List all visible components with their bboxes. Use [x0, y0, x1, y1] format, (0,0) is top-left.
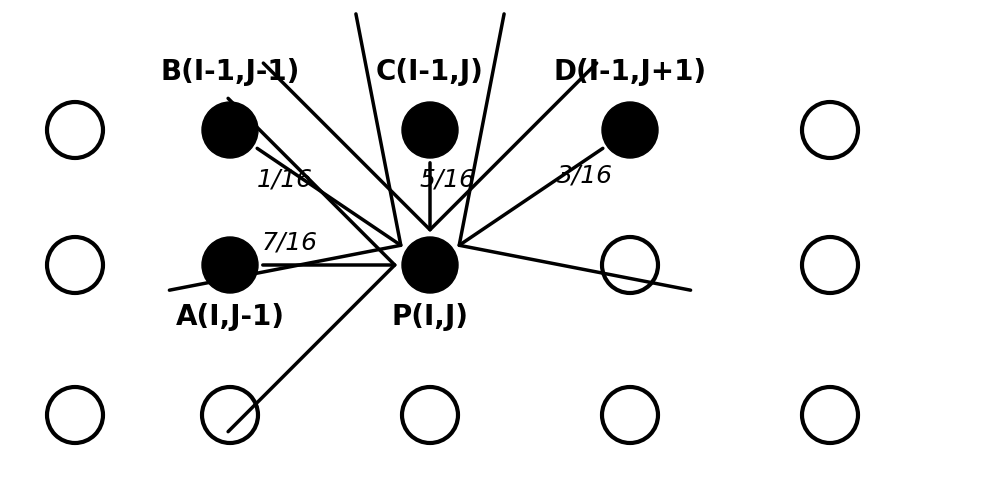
Circle shape [202, 102, 258, 158]
Text: A(I,J-1): A(I,J-1) [176, 303, 285, 331]
Text: 5/16: 5/16 [420, 167, 476, 192]
Text: 1/16: 1/16 [257, 167, 313, 192]
Circle shape [802, 102, 858, 158]
Text: D(I-1,J+1): D(I-1,J+1) [553, 58, 707, 86]
Circle shape [602, 387, 658, 443]
Circle shape [802, 387, 858, 443]
Circle shape [602, 102, 658, 158]
Circle shape [602, 237, 658, 293]
Circle shape [802, 237, 858, 293]
Circle shape [202, 387, 258, 443]
Circle shape [402, 237, 458, 293]
Circle shape [402, 102, 458, 158]
Circle shape [47, 387, 103, 443]
Circle shape [47, 102, 103, 158]
Circle shape [402, 387, 458, 443]
Text: P(I,J): P(I,J) [392, 303, 468, 331]
Circle shape [202, 237, 258, 293]
Text: 3/16: 3/16 [557, 164, 613, 187]
Text: C(I-1,J): C(I-1,J) [376, 58, 484, 86]
Circle shape [47, 237, 103, 293]
Text: B(I-1,J-1): B(I-1,J-1) [160, 58, 300, 86]
Text: 7/16: 7/16 [262, 231, 318, 255]
